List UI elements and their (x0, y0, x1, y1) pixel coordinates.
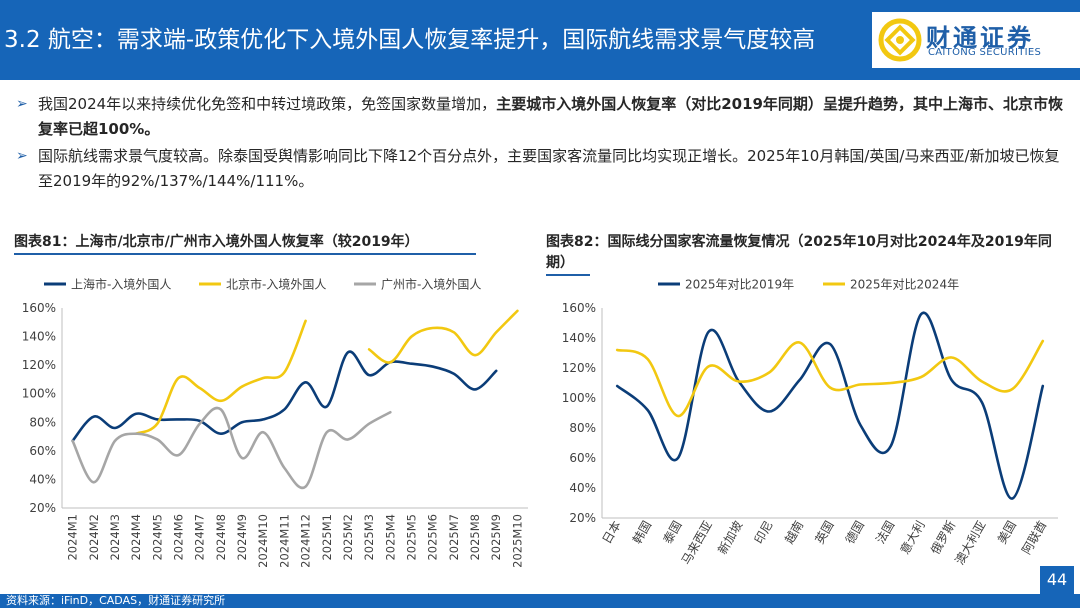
y-tick-label-1-5: 120% (22, 358, 56, 372)
bullet-arrow-icon: ➢ (16, 148, 28, 164)
figure-82-title: 图表82：国际线分国家客流量恢复情况（2025年10月对比2024年及2019年… (546, 234, 1052, 271)
x-tick-label-2-10: 意大利 (897, 518, 928, 557)
y-tick-label-2-0: 20% (569, 511, 596, 525)
x-tick-label-1-13: 2025M2 (341, 514, 355, 561)
x-tick-label-1-8: 2024M9 (235, 514, 249, 561)
company-logo: 财通证券 CAITONG SECURITIES (872, 12, 1080, 68)
y-tick-label-1-2: 60% (29, 444, 56, 458)
x-tick-label-1-7: 2024M8 (214, 514, 228, 561)
y-tick-label-1-6: 140% (22, 330, 56, 344)
logo-text-en: CAITONG SECURITIES (928, 47, 1042, 58)
bullet-arrow-icon: ➢ (16, 96, 28, 112)
x-tick-label-1-17: 2025M6 (426, 514, 440, 561)
y-tick-label-1-1: 40% (29, 472, 56, 486)
x-tick-label-1-4: 2024M5 (150, 514, 164, 561)
series-line-1-2-0 (71, 406, 392, 490)
x-tick-label-2-7: 英国 (812, 519, 836, 547)
x-tick-label-2-6: 越南 (781, 518, 806, 546)
legend-label-1-2: 广州市-入境外国人 (381, 277, 481, 292)
page-number: 44 (1040, 566, 1074, 594)
bullet-1-text: 我国2024年以来持续优化免签和中转过境政策，免签国家数量增加， (38, 95, 497, 113)
x-tick-label-1-11: 2024M12 (299, 514, 313, 568)
footer-bar (0, 594, 1080, 608)
y-tick-label-2-5: 120% (562, 361, 596, 375)
x-tick-label-1-5: 2024M6 (172, 514, 186, 561)
page-title: 3.2 航空：需求端-政策优化下入境外国人恢复率提升，国际航线需求景气度较高 (4, 27, 816, 53)
x-tick-label-1-15: 2025M4 (383, 514, 397, 561)
x-tick-label-1-9: 2024M10 (256, 514, 270, 568)
chart-82: 2025年对比2019年 2025年对比2024年 20% 40% 60% 80% 100%… (562, 278, 1058, 567)
y-tick-label-2-1: 40% (569, 481, 596, 495)
x-tick-label-1-0: 2024M1 (66, 514, 80, 561)
header-bar: 3.2 航空：需求端-政策优化下入境外国人恢复率提升，国际航线需求景气度较高 财… (0, 0, 1080, 80)
figure-81-title: 图表81：上海市/北京市/广州市入境外国人恢复率（较2019年） (14, 234, 419, 250)
x-tick-label-1-14: 2025M3 (362, 514, 376, 561)
figure-81-underline (14, 253, 476, 255)
x-tick-label-2-8: 德国 (842, 518, 867, 546)
x-tick-label-2-13: 美国 (995, 519, 1019, 547)
series-line-1-1-1 (367, 309, 519, 364)
x-tick-label-2-5: 印尼 (752, 519, 776, 547)
x-tick-label-2-11: 俄罗斯 (928, 519, 958, 557)
x-tick-label-1-1: 2024M2 (87, 514, 101, 561)
x-tick-label-1-18: 2025M7 (447, 514, 461, 561)
y-tick-label-1-4: 100% (22, 387, 56, 401)
x-tick-label-1-3: 2024M4 (129, 514, 143, 561)
legend-label-1-0: 上海市-入境外国人 (71, 277, 171, 292)
series-line-2-1-0 (615, 339, 1045, 418)
series-line-1-0-0 (71, 350, 498, 443)
y-tick-label-1-0: 20% (29, 501, 56, 515)
legend-label-1-1: 北京市-入境外国人 (226, 277, 326, 292)
x-tick-label-2-14: 阿联酋 (1018, 518, 1049, 557)
bullet-1-bold-text: 主要城市入境外国人恢复率（对比2019年同期）呈提升趋势，其中上海市、北京市恢复… (38, 95, 1063, 138)
bullet-list: ➢ 我国2024年以来持续优化免签和中转过境政策，免签国家数量增加，主要城市入境… (14, 92, 1074, 196)
y-tick-label-2-4: 100% (562, 391, 596, 405)
source-note: 资料来源：iFinD，CADAS，财通证券研究所 (6, 594, 226, 607)
series-line-2-0-0 (615, 311, 1045, 500)
y-tick-label-1-7: 160% (22, 301, 56, 315)
x-tick-label-1-20: 2025M9 (489, 514, 503, 561)
x-tick-label-1-6: 2024M7 (193, 514, 207, 561)
bullet-item-2: ➢ 国际航线需求景气度较高。除泰国受舆情影响同比下降12个百分点外，主要国家客流… (14, 144, 1074, 194)
x-tick-label-2-1: 韩国 (629, 518, 654, 546)
x-tick-label-1-12: 2025M1 (320, 514, 334, 561)
x-tick-label-2-4: 新加坡 (714, 518, 745, 557)
y-tick-label-2-2: 60% (569, 451, 596, 465)
logo-icon (878, 18, 922, 62)
y-tick-label-1-3: 80% (29, 415, 56, 429)
logo-text-cn: 财通证券 (926, 24, 1034, 52)
x-tick-label-1-10: 2024M11 (277, 514, 291, 568)
x-tick-label-2-9: 法国 (873, 519, 897, 547)
chart-81: 上海市-入境外国人 北京市-入境外国人 广州市-入境外国人 20% 40% 60% 80% 1… (22, 277, 528, 568)
x-tick-label-2-2: 泰国 (660, 519, 684, 547)
x-tick-label-1-21: 2025M10 (510, 514, 524, 568)
figure-82-underline (546, 274, 590, 276)
legend-label-2-1: 2025年对比2024年 (850, 278, 959, 292)
y-tick-label-2-3: 80% (569, 421, 596, 435)
y-tick-label-2-6: 140% (562, 331, 596, 345)
series-line-1-1-0 (134, 319, 307, 436)
x-tick-label-2-0: 日本 (600, 519, 624, 547)
x-tick-label-1-2: 2024M3 (108, 514, 122, 561)
bullet-item-1: ➢ 我国2024年以来持续优化免签和中转过境政策，免签国家数量增加，主要城市入境… (14, 92, 1074, 142)
legend-label-2-0: 2025年对比2019年 (685, 278, 794, 292)
y-tick-label-2-7: 160% (562, 301, 596, 315)
x-tick-label-1-16: 2025M5 (405, 514, 419, 561)
bullet-2-text: 国际航线需求景气度较高。除泰国受舆情影响同比下降12个百分点外，主要国家客流量同… (38, 147, 1060, 190)
x-tick-label-1-19: 2025M8 (468, 514, 482, 561)
